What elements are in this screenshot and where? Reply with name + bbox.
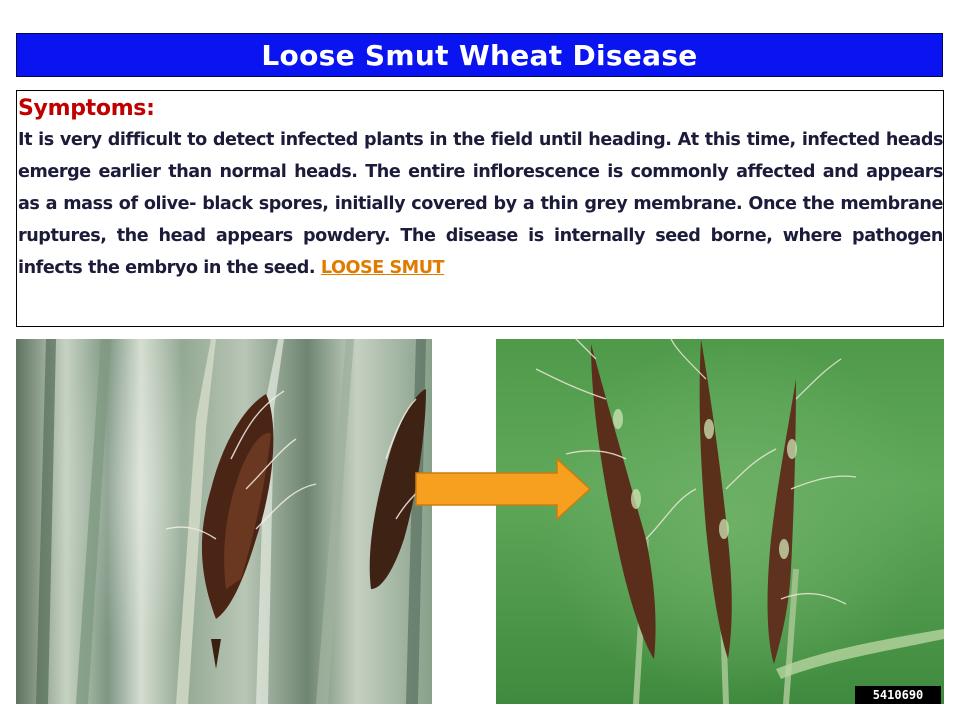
symptoms-box: Symptoms: It is very difficult to detect… <box>16 90 944 327</box>
slide-title: Loose Smut Wheat Disease <box>261 38 698 72</box>
symptoms-heading: Symptoms: <box>18 96 155 121</box>
right-arrow-icon <box>415 457 592 521</box>
symptoms-text: It is very difficult to detect infected … <box>18 130 943 278</box>
photo-right-drawing <box>535 339 944 704</box>
image-code-label: 5410690 <box>855 686 941 704</box>
symptoms-paragraph: It is very difficult to detect infected … <box>18 124 943 284</box>
photo-left-drawing <box>36 339 432 704</box>
slide-title-bar: Loose Smut Wheat Disease <box>16 33 943 77</box>
photo-wheat-spikes <box>496 339 944 704</box>
photo-infected-wheat-heads <box>16 339 432 704</box>
loose-smut-link[interactable]: LOOSE SMUT <box>320 258 445 278</box>
